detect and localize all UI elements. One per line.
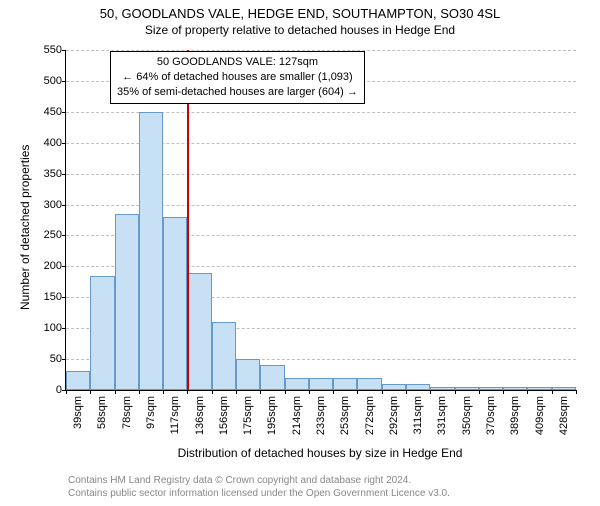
histogram-bar [187, 273, 211, 390]
histogram-bar [285, 378, 309, 390]
chart-title: 50, GOODLANDS VALE, HEDGE END, SOUTHAMPT… [0, 6, 600, 21]
xtick-label: 389sqm [509, 396, 521, 435]
ytick-label: 100 [44, 322, 62, 334]
info-box-line: 50 GOODLANDS VALE: 127sqm [117, 55, 358, 70]
xtick-mark [503, 390, 504, 394]
ytick-mark [62, 112, 66, 113]
ytick-mark [62, 205, 66, 206]
histogram-bar [212, 322, 236, 390]
footer-line-2: Contains public sector information licen… [68, 487, 450, 500]
ytick-label: 400 [44, 137, 62, 149]
histogram-bar [503, 387, 527, 390]
xtick-label: 195sqm [266, 396, 278, 435]
ytick-mark [62, 266, 66, 267]
ytick-mark [62, 359, 66, 360]
xtick-mark [406, 390, 407, 394]
xtick-mark [115, 390, 116, 394]
xtick-label: 331sqm [436, 396, 448, 435]
xtick-mark [139, 390, 140, 394]
xtick-mark [187, 390, 188, 394]
xtick-mark [576, 390, 577, 394]
xtick-label: 272sqm [364, 396, 376, 435]
ytick-mark [62, 143, 66, 144]
histogram-bar [115, 214, 139, 390]
xtick-mark [333, 390, 334, 394]
ytick-label: 150 [44, 291, 62, 303]
y-axis-label: Number of detached properties [18, 145, 32, 310]
xtick-mark [479, 390, 480, 394]
histogram-bar [382, 384, 406, 390]
xtick-label: 175sqm [242, 396, 254, 435]
xtick-label: 233sqm [315, 396, 327, 435]
histogram-bar [333, 378, 357, 390]
info-box-line: ← 64% of detached houses are smaller (1,… [117, 70, 358, 85]
ytick-label: 50 [50, 353, 62, 365]
ytick-label: 200 [44, 260, 62, 272]
ytick-mark [62, 81, 66, 82]
xtick-mark [430, 390, 431, 394]
histogram-bar [90, 276, 114, 390]
xtick-mark [285, 390, 286, 394]
histogram-bar [406, 384, 430, 390]
ytick-mark [62, 235, 66, 236]
xtick-label: 370sqm [485, 396, 497, 435]
ytick-label: 450 [44, 106, 62, 118]
xtick-label: 156sqm [218, 396, 230, 435]
xtick-label: 39sqm [72, 396, 84, 429]
xtick-label: 97sqm [145, 396, 157, 429]
histogram-bar [236, 359, 260, 390]
footer-line-1: Contains HM Land Registry data © Crown c… [68, 474, 450, 487]
histogram-bar [479, 387, 503, 390]
xtick-mark [309, 390, 310, 394]
histogram-bar [430, 387, 454, 390]
xtick-label: 136sqm [194, 396, 206, 435]
xtick-label: 350sqm [461, 396, 473, 435]
ytick-mark [62, 50, 66, 51]
ytick-label: 500 [44, 75, 62, 87]
info-box: 50 GOODLANDS VALE: 127sqm← 64% of detach… [110, 51, 365, 104]
xtick-mark [212, 390, 213, 394]
xtick-label: 214sqm [291, 396, 303, 435]
histogram-bar [527, 387, 551, 390]
xtick-label: 78sqm [121, 396, 133, 429]
xtick-mark [527, 390, 528, 394]
xtick-mark [455, 390, 456, 394]
histogram-bar [260, 365, 284, 390]
xtick-mark [236, 390, 237, 394]
ytick-mark [62, 328, 66, 329]
xtick-label: 253sqm [339, 396, 351, 435]
xtick-mark [90, 390, 91, 394]
ytick-mark [62, 297, 66, 298]
ytick-mark [62, 174, 66, 175]
ytick-label: 0 [56, 384, 62, 396]
x-axis-label: Distribution of detached houses by size … [65, 446, 575, 460]
histogram-bar [455, 387, 479, 390]
ytick-label: 550 [44, 44, 62, 56]
xtick-mark [382, 390, 383, 394]
xtick-label: 428sqm [558, 396, 570, 435]
attribution-footer: Contains HM Land Registry data © Crown c… [68, 474, 450, 500]
info-box-line: 35% of semi-detached houses are larger (… [117, 85, 358, 100]
chart-container: 50, GOODLANDS VALE, HEDGE END, SOUTHAMPT… [0, 6, 600, 506]
xtick-mark [552, 390, 553, 394]
histogram-bar [139, 112, 163, 390]
chart-subtitle: Size of property relative to detached ho… [0, 23, 600, 37]
histogram-bar [357, 378, 381, 390]
xtick-label: 117sqm [169, 396, 181, 434]
xtick-label: 311sqm [412, 396, 424, 434]
histogram-bar [552, 387, 576, 390]
histogram-bar [163, 217, 187, 390]
xtick-mark [163, 390, 164, 394]
xtick-label: 292sqm [388, 396, 400, 435]
xtick-mark [357, 390, 358, 394]
ytick-label: 300 [44, 199, 62, 211]
xtick-label: 409sqm [534, 396, 546, 435]
histogram-bar [66, 371, 90, 390]
xtick-mark [260, 390, 261, 394]
ytick-label: 350 [44, 168, 62, 180]
xtick-label: 58sqm [96, 396, 108, 429]
xtick-mark [66, 390, 67, 394]
histogram-bar [309, 378, 333, 390]
ytick-label: 250 [44, 229, 62, 241]
